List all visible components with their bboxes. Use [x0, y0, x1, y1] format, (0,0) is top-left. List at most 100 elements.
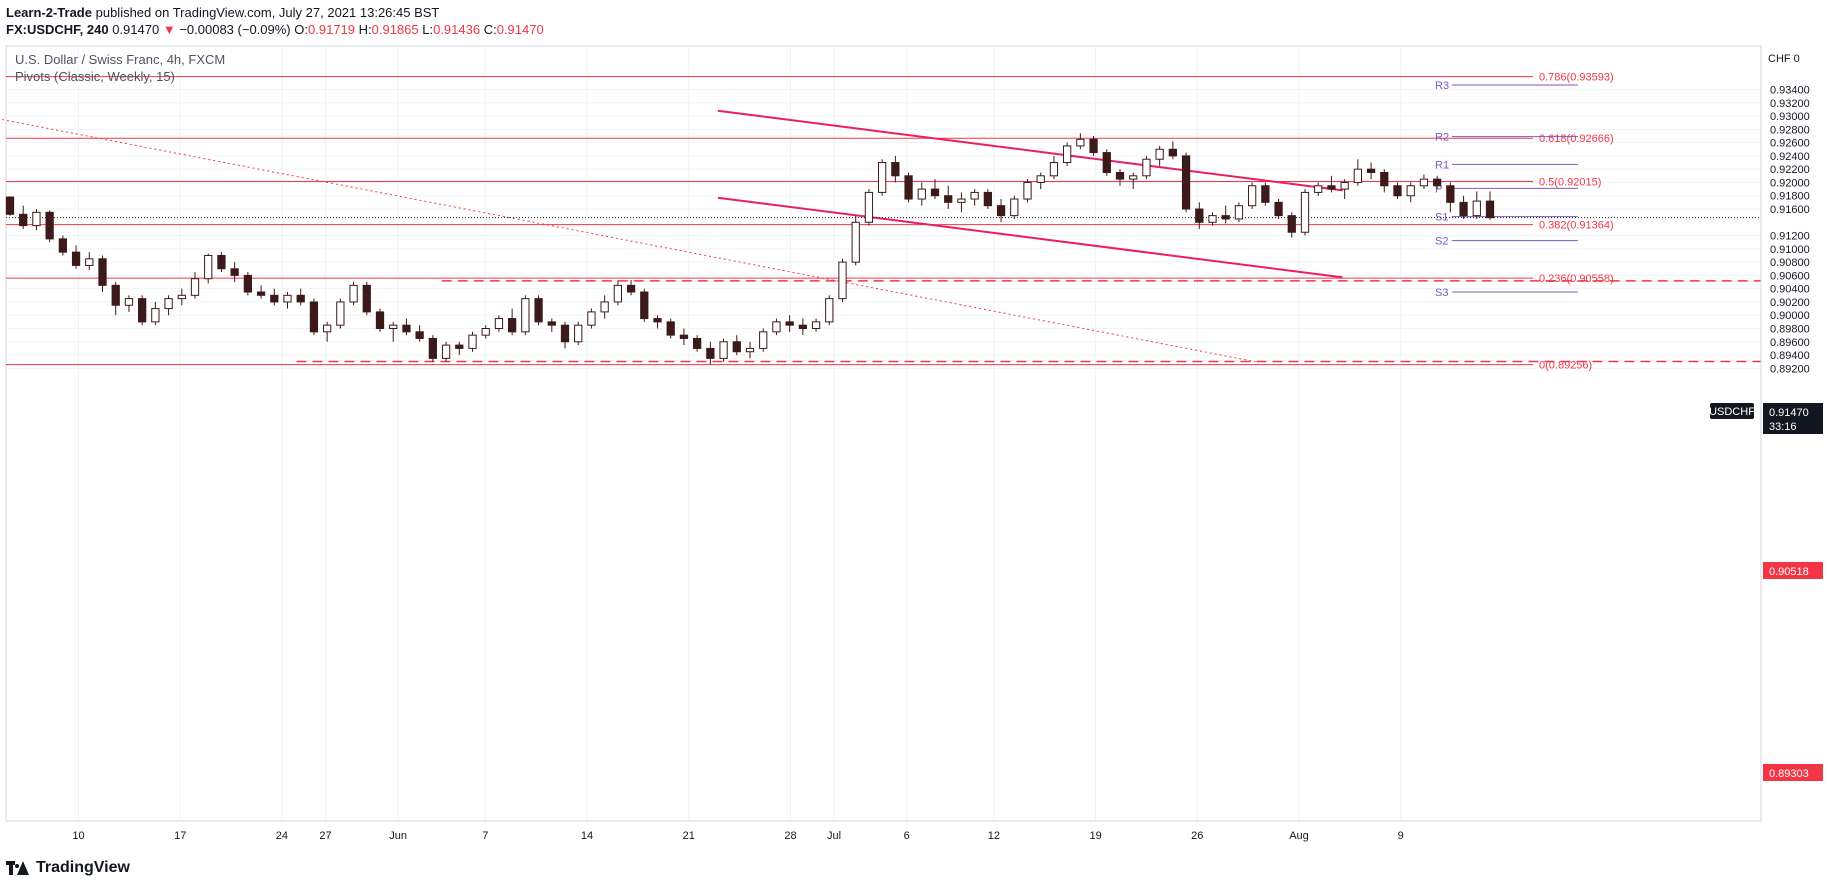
- pivot-label: R2: [1435, 132, 1449, 144]
- time-tick-label: 21: [683, 830, 695, 842]
- candle-body: [138, 298, 147, 323]
- candle-body: [944, 195, 953, 203]
- candle: [1406, 182, 1415, 203]
- candle: [1248, 182, 1257, 210]
- candle-body: [904, 175, 913, 200]
- candle-body: [508, 318, 517, 333]
- candle: [1168, 141, 1177, 160]
- countdown-label: 33:16: [1769, 421, 1797, 433]
- level-2-label: 0.89303: [1769, 768, 1809, 780]
- candle: [706, 341, 715, 365]
- candle: [124, 295, 134, 312]
- time-tick-label: 27: [319, 830, 331, 842]
- tradingview-logo-icon: [6, 861, 30, 875]
- candle-body: [917, 188, 926, 200]
- candle: [1446, 182, 1455, 213]
- candle-body: [494, 318, 504, 330]
- candle-body: [468, 334, 477, 349]
- candle-body: [1234, 205, 1244, 220]
- candle-body: [415, 331, 424, 339]
- candlestick-series[interactable]: [5, 133, 1495, 365]
- symbol-label: FX:USDCHF, 240: [6, 22, 109, 37]
- time-tick-label: 19: [1089, 830, 1101, 842]
- candle: [970, 189, 979, 206]
- candle: [878, 159, 887, 196]
- candle: [494, 315, 504, 332]
- candle: [111, 282, 120, 316]
- candle-body: [1419, 178, 1429, 187]
- price-tick-label: 0.89800: [1770, 324, 1810, 336]
- current-symbol-label: USDCHF: [1709, 406, 1755, 418]
- candle-body: [296, 294, 305, 303]
- candle-body: [389, 324, 398, 330]
- candle-body: [851, 221, 860, 263]
- candle: [1155, 145, 1164, 166]
- candle-body: [547, 321, 556, 326]
- candle-body: [1287, 215, 1296, 233]
- candle: [1433, 175, 1442, 190]
- candle: [640, 288, 649, 322]
- candle: [309, 298, 319, 336]
- candle-body: [428, 337, 437, 359]
- time-tick-label: 7: [482, 830, 488, 842]
- candle-body: [32, 211, 41, 227]
- candle-body: [19, 213, 28, 227]
- publisher-name[interactable]: Learn-2-Trade: [6, 5, 92, 20]
- candle-body: [1300, 191, 1310, 233]
- candle-body: [283, 294, 292, 303]
- candle-body: [1406, 185, 1415, 197]
- candle-body: [878, 162, 887, 193]
- candle-body: [640, 291, 649, 320]
- candle-body: [1181, 155, 1191, 210]
- candle: [851, 215, 860, 266]
- current-price-tag: USDCHF 0.91470 33:16: [1709, 403, 1823, 434]
- candle: [455, 341, 464, 356]
- candle-body: [1208, 215, 1217, 223]
- last-price: 0.91470: [112, 22, 160, 37]
- candle-body: [785, 321, 794, 326]
- time-axis[interactable]: 10 17 24 27 Jun 7 14 21 28 Jul 6 12 19 26 Aug 9: [72, 830, 1403, 842]
- candle-body: [521, 298, 530, 333]
- candle: [1195, 202, 1204, 229]
- candle: [1366, 162, 1376, 180]
- candle-body: [481, 328, 490, 336]
- dashed-level-tag-1: 0.90518: [1763, 562, 1823, 579]
- candle-body: [1472, 200, 1481, 217]
- candle-body: [111, 284, 120, 306]
- pivot-label: S2: [1435, 236, 1448, 248]
- candle: [1327, 175, 1336, 193]
- tradingview-logo[interactable]: TradingView: [6, 859, 130, 877]
- candle: [666, 318, 675, 339]
- time-tick-label: 28: [784, 830, 796, 842]
- time-tick-label: 26: [1191, 830, 1203, 842]
- candle: [508, 308, 517, 336]
- candle: [1234, 202, 1244, 223]
- time-tick-label: 12: [988, 830, 1000, 842]
- dashed-level-tag-2: 0.89303: [1763, 764, 1823, 781]
- candle-body: [151, 308, 160, 323]
- candle: [1023, 179, 1032, 203]
- candle-body: [613, 284, 622, 303]
- candle: [1208, 212, 1217, 226]
- candle: [1129, 172, 1138, 190]
- candle-body: [58, 238, 67, 253]
- publish-line: Learn-2-Trade published on TradingView.c…: [6, 4, 544, 21]
- candle-body: [534, 298, 543, 323]
- time-tick-label: 17: [174, 830, 186, 842]
- candle: [71, 245, 81, 269]
- price-tick-label: 0.90800: [1770, 257, 1810, 269]
- candle: [1314, 182, 1323, 196]
- price-tick-label: 0.90000: [1770, 310, 1810, 322]
- open-label: O:: [294, 22, 308, 37]
- candle-body: [1115, 171, 1125, 180]
- price-tick-label: 0.92200: [1770, 164, 1810, 176]
- candle-body: [719, 341, 728, 359]
- candle: [996, 199, 1006, 223]
- candle-body: [706, 347, 715, 359]
- candle: [745, 341, 755, 359]
- currency-label[interactable]: CHF 0: [1768, 53, 1800, 65]
- candle: [891, 155, 900, 183]
- candle-body: [600, 301, 609, 313]
